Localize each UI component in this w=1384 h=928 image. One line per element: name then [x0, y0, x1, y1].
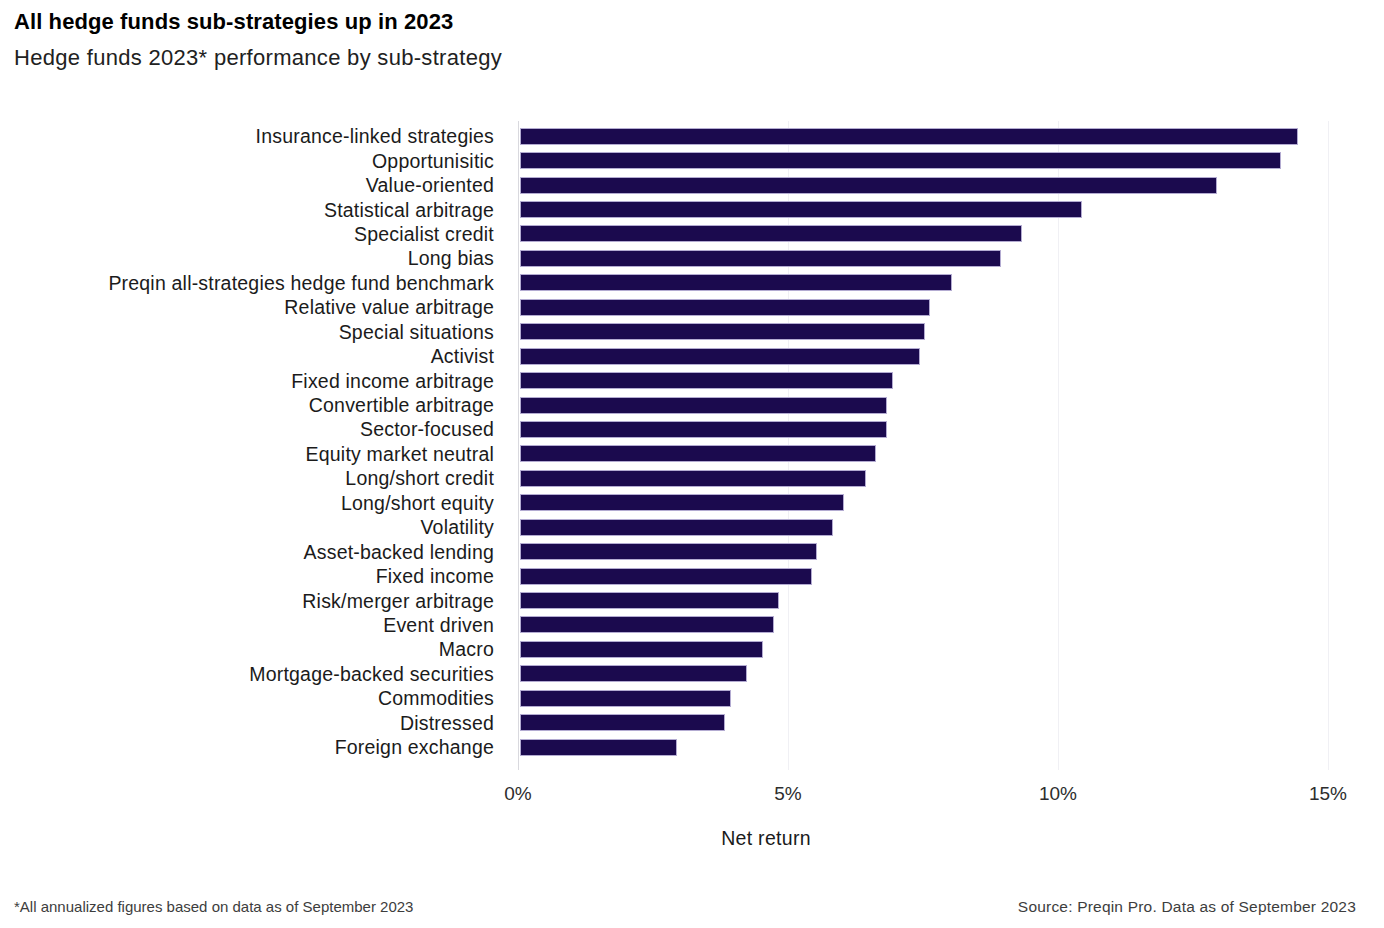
chart-row: Value-oriented [0, 173, 1384, 197]
bar [520, 445, 876, 462]
category-label: Foreign exchange [0, 735, 494, 759]
chart-row: Activist [0, 344, 1384, 368]
category-label: Event driven [0, 613, 494, 637]
category-label: Asset-backed lending [0, 540, 494, 564]
chart-row: Long/short equity [0, 491, 1384, 515]
bar [520, 372, 893, 389]
chart-row: Specialist credit [0, 222, 1384, 246]
category-label: Macro [0, 637, 494, 661]
chart-row: Mortgage-backed securities [0, 662, 1384, 686]
bar [520, 519, 833, 536]
chart-row: Long bias [0, 246, 1384, 270]
x-tick-label: 0% [504, 783, 531, 805]
category-label: Fixed income [0, 564, 494, 588]
bar [520, 250, 1001, 267]
chart-row: Fixed income arbitrage [0, 368, 1384, 392]
chart-row: Relative value arbitrage [0, 295, 1384, 319]
bar [520, 421, 887, 438]
chart-row: Risk/merger arbitrage [0, 588, 1384, 612]
chart-row: Convertible arbitrage [0, 393, 1384, 417]
category-label: Opportunisitic [0, 149, 494, 173]
bar [520, 494, 844, 511]
bar [520, 274, 952, 291]
bar [520, 616, 774, 633]
chart-row: Long/short credit [0, 466, 1384, 490]
chart-row: Foreign exchange [0, 735, 1384, 759]
chart-row: Distressed [0, 711, 1384, 735]
chart-row: Volatility [0, 515, 1384, 539]
category-label: Insurance-linked strategies [0, 124, 494, 148]
bar [520, 397, 887, 414]
chart-row: Equity market neutral [0, 442, 1384, 466]
category-label: Sector-focused [0, 417, 494, 441]
bar [520, 201, 1082, 218]
category-label: Long/short equity [0, 491, 494, 515]
category-label: Distressed [0, 711, 494, 735]
category-label: Special situations [0, 320, 494, 344]
chart-row: Preqin all-strategies hedge fund benchma… [0, 271, 1384, 295]
chart-row: Macro [0, 637, 1384, 661]
bar [520, 739, 677, 756]
category-label: Long bias [0, 246, 494, 270]
chart-row: Sector-focused [0, 417, 1384, 441]
chart-row: Special situations [0, 320, 1384, 344]
category-label: Commodities [0, 686, 494, 710]
bar [520, 641, 763, 658]
x-tick-label: 15% [1309, 783, 1347, 805]
bar [520, 152, 1281, 169]
category-label: Value-oriented [0, 173, 494, 197]
bar [520, 323, 925, 340]
bar [520, 690, 731, 707]
chart-row: Statistical arbitrage [0, 197, 1384, 221]
category-label: Fixed income arbitrage [0, 369, 494, 393]
category-label: Preqin all-strategies hedge fund benchma… [0, 271, 494, 295]
category-label: Mortgage-backed securities [0, 662, 494, 686]
source-note: Source: Preqin Pro. Data as of September… [1018, 898, 1356, 916]
bar [520, 225, 1022, 242]
bar [520, 470, 866, 487]
bar [520, 714, 725, 731]
bar [520, 299, 930, 316]
x-axis: 0%5%10%15% [518, 783, 1358, 809]
category-label: Activist [0, 344, 494, 368]
chart-row: Event driven [0, 613, 1384, 637]
footnote: *All annualized figures based on data as… [14, 898, 413, 915]
bar [520, 665, 747, 682]
bar [520, 568, 812, 585]
bar [520, 177, 1217, 194]
chart-row: Fixed income [0, 564, 1384, 588]
chart-figure: All hedge funds sub-strategies up in 202… [0, 0, 1384, 928]
category-label: Specialist credit [0, 222, 494, 246]
bar-chart: Insurance-linked strategiesOpportunisiti… [0, 124, 1384, 759]
category-label: Statistical arbitrage [0, 198, 494, 222]
category-label: Volatility [0, 515, 494, 539]
category-label: Equity market neutral [0, 442, 494, 466]
x-axis-title: Net return [721, 827, 811, 850]
bar [520, 592, 779, 609]
category-label: Convertible arbitrage [0, 393, 494, 417]
x-tick-label: 5% [774, 783, 801, 805]
chart-title: All hedge funds sub-strategies up in 202… [14, 8, 453, 36]
chart-row: Opportunisitic [0, 148, 1384, 172]
category-label: Relative value arbitrage [0, 295, 494, 319]
chart-row: Asset-backed lending [0, 539, 1384, 563]
x-tick-label: 10% [1039, 783, 1077, 805]
chart-subtitle: Hedge funds 2023* performance by sub-str… [14, 44, 502, 72]
bar [520, 128, 1298, 145]
category-label: Long/short credit [0, 466, 494, 490]
bar [520, 348, 920, 365]
bar [520, 543, 817, 560]
chart-row: Insurance-linked strategies [0, 124, 1384, 148]
category-label: Risk/merger arbitrage [0, 589, 494, 613]
chart-row: Commodities [0, 686, 1384, 710]
